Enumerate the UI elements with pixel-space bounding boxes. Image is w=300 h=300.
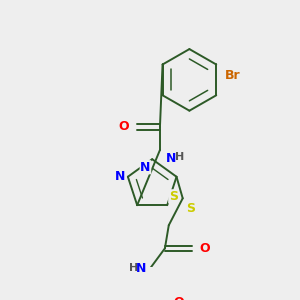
Text: N: N bbox=[166, 152, 176, 164]
Text: H: H bbox=[176, 152, 185, 161]
Text: N: N bbox=[136, 262, 146, 275]
Text: S: S bbox=[169, 190, 178, 203]
Text: N: N bbox=[114, 170, 125, 183]
Text: O: O bbox=[200, 242, 210, 255]
Text: O: O bbox=[173, 296, 184, 300]
Text: S: S bbox=[186, 202, 195, 215]
Text: N: N bbox=[140, 161, 151, 174]
Text: H: H bbox=[129, 263, 139, 273]
Text: O: O bbox=[118, 120, 129, 134]
Text: Br: Br bbox=[225, 69, 241, 82]
